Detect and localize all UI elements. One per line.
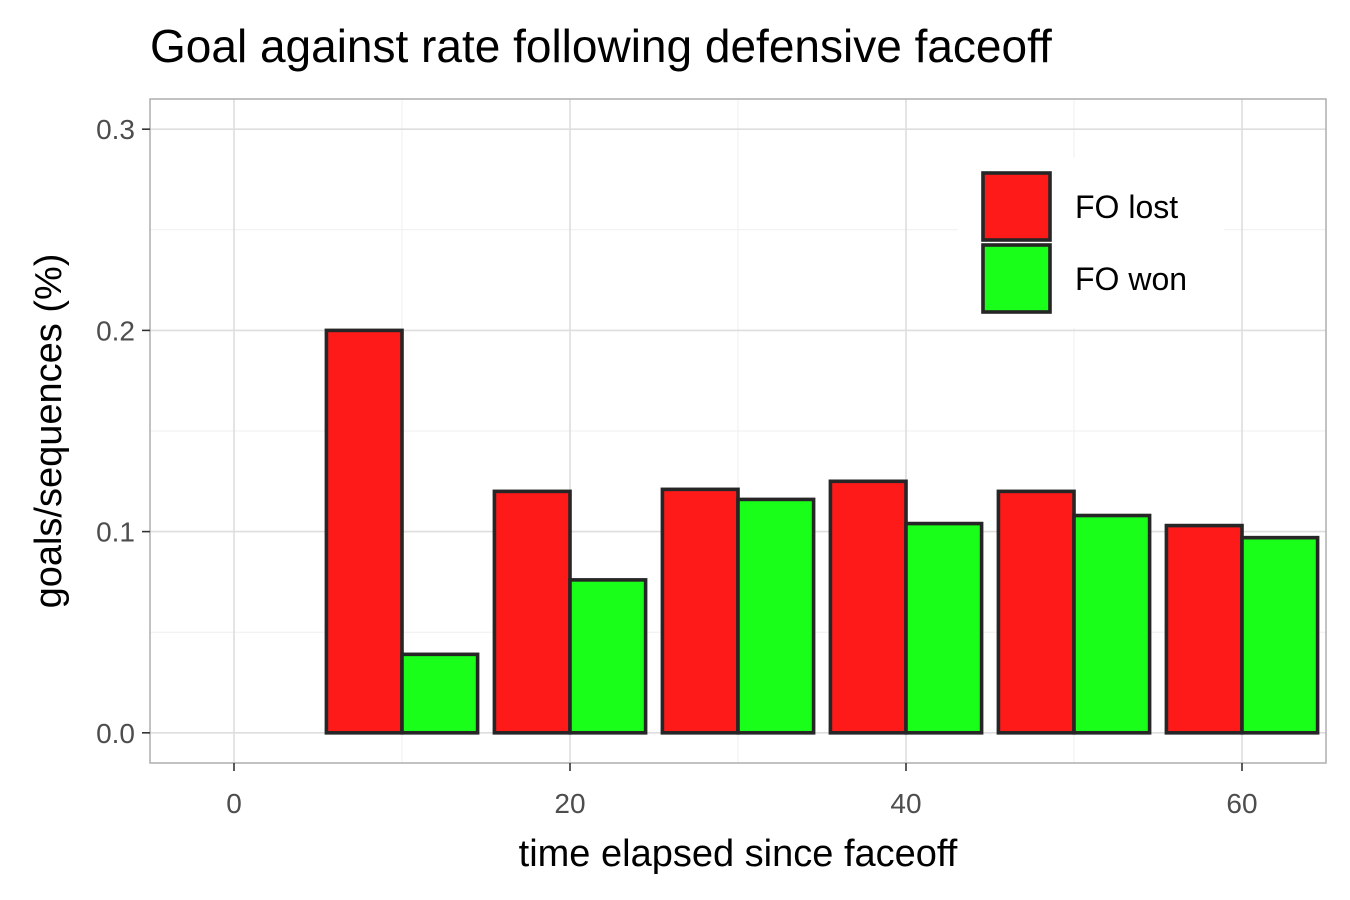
bar-fo-lost	[324, 328, 404, 735]
bar-fo-lost	[996, 489, 1076, 735]
x-axis-title: time elapsed since faceoff	[519, 833, 958, 875]
x-tick-label: 40	[890, 788, 921, 819]
y-axis: 0.0 0.1 0.2 0.3	[96, 114, 150, 749]
legend-label: FO won	[1075, 261, 1187, 297]
chart-title: Goal against rate following defensive fa…	[150, 20, 1052, 72]
plot-panel-border	[149, 98, 1327, 764]
bar-fo-won	[1072, 513, 1152, 735]
bar-fo-lost	[1164, 523, 1244, 735]
bar-fo-lost	[828, 479, 908, 735]
x-tick-label: 60	[1226, 788, 1257, 819]
y-tick-label: 0.0	[96, 718, 135, 749]
bar-fo-won	[736, 497, 816, 735]
x-tick-label: 0	[226, 788, 242, 819]
x-axis: 0 20 40 60	[226, 763, 1258, 819]
y-axis-title: goals/sequences (%)	[28, 254, 70, 609]
legend-key-fo-lost	[981, 171, 1052, 242]
bar-fo-won	[1240, 535, 1320, 735]
x-tick-label: 20	[554, 788, 585, 819]
bar-fo-won	[400, 652, 480, 735]
legend-key-fo-won	[981, 243, 1052, 314]
y-tick-label: 0.1	[96, 517, 135, 548]
bar-fo-lost	[660, 487, 740, 735]
legend-label: FO lost	[1075, 189, 1178, 225]
bar-fo-won	[568, 578, 648, 735]
bar-fo-lost	[492, 489, 572, 735]
y-tick-label: 0.3	[96, 114, 135, 145]
y-tick-label: 0.2	[96, 315, 135, 346]
bars	[324, 328, 1320, 735]
legend: FO lost FO won	[958, 158, 1224, 328]
bar-fo-won	[904, 521, 984, 735]
